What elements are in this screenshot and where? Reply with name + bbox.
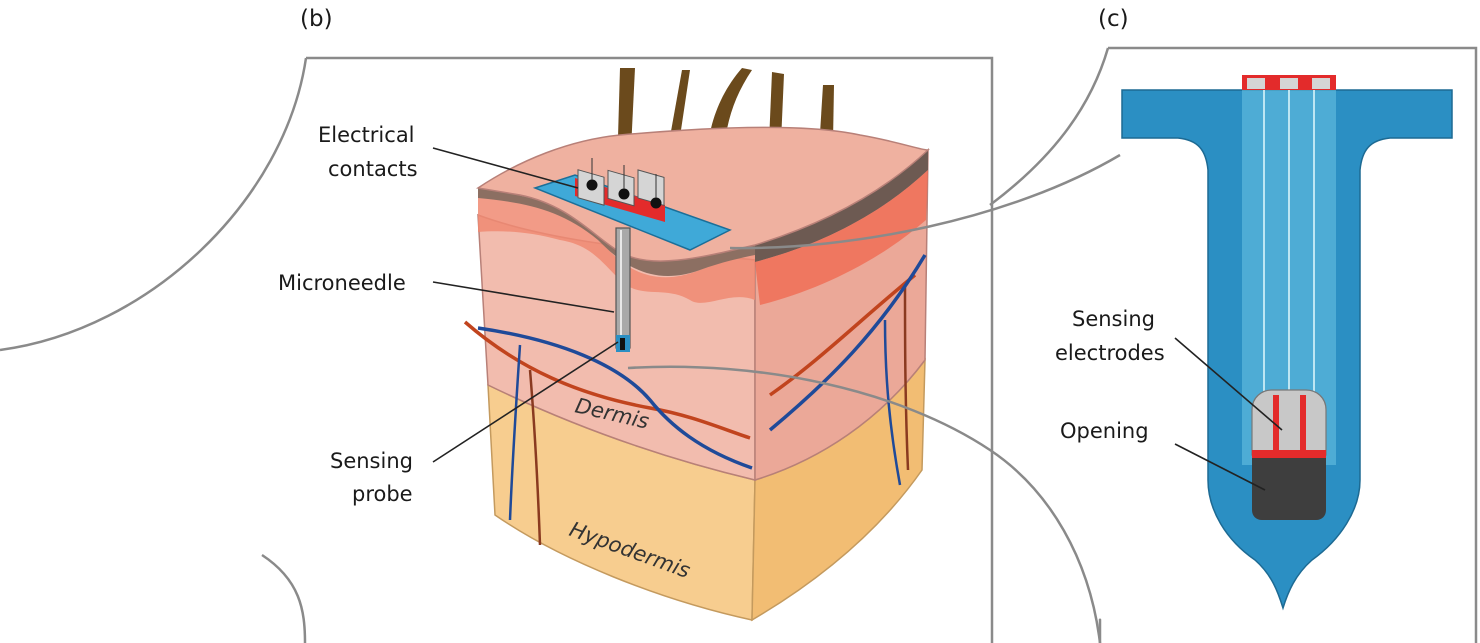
- vein-side-branch: [883, 319, 902, 486]
- sensing-electrode-red-2: [1300, 395, 1306, 450]
- sensing-electrode-red-base: [1252, 450, 1326, 458]
- contact-dot-1: [586, 179, 598, 191]
- panel-b-tag: (b): [300, 6, 333, 32]
- epidermis-side-red: [755, 170, 928, 305]
- label-probe: probe: [352, 482, 413, 506]
- panel-b-frame: [0, 56, 994, 643]
- artery-side: [768, 273, 917, 397]
- leader-microneedle: [432, 281, 615, 313]
- top-contact-pad-1: [1247, 78, 1265, 89]
- label-microneedle: Microneedle: [278, 271, 406, 295]
- vein-front-branch: [508, 344, 522, 521]
- epidermis-front-layer: [478, 190, 755, 303]
- sensing-probe-electrode: [620, 338, 625, 350]
- vein-side: [768, 254, 927, 432]
- epidermis-side-band: [755, 150, 928, 262]
- leader-electrical-contacts: [432, 147, 579, 189]
- sensing-electrode-red-1: [1273, 395, 1279, 450]
- panel-b: (b): [0, 6, 1121, 643]
- artery-front: [463, 320, 751, 440]
- vein-front: [477, 326, 753, 470]
- artery-front-branch: [528, 369, 542, 546]
- panel-c-tag: (c): [1098, 6, 1129, 32]
- zoom-callout-lines: [627, 153, 1121, 643]
- contact-dot-3: [650, 197, 662, 209]
- label-electrodes: electrodes: [1055, 341, 1165, 365]
- leader-sensing-probe: [432, 341, 619, 463]
- hair-2: [668, 70, 690, 150]
- label-opening: Opening: [1060, 419, 1149, 443]
- zoom-line-lower: [627, 365, 1102, 643]
- label-contacts: contacts: [328, 157, 418, 181]
- microneedle-shaft: [615, 227, 631, 349]
- skin-block: [463, 126, 930, 622]
- opening: [1252, 458, 1326, 520]
- panel-c: (c) Sensing electrodes Opening: [989, 6, 1478, 643]
- sensing-electrode-housing: [1251, 389, 1327, 456]
- artery-side-branch: [903, 284, 910, 471]
- panel-c-frame: [989, 46, 1478, 643]
- leader-opening: [1174, 443, 1266, 491]
- leader-sensing-electrodes: [1174, 337, 1283, 431]
- leader-lines-c: [1174, 337, 1283, 491]
- label-sensing-c: Sensing: [1072, 307, 1155, 331]
- top-contact-pad-3: [1312, 78, 1330, 89]
- zoom-line-upper: [729, 153, 1121, 250]
- contact-dot-2: [618, 188, 630, 200]
- top-contact-pad-2: [1280, 78, 1298, 89]
- epidermis-dark-line: [478, 188, 755, 277]
- label-electrical: Electrical: [318, 123, 415, 147]
- microneedle-device: [532, 158, 732, 352]
- leader-lines-b: [432, 147, 619, 463]
- label-sensing: Sensing: [330, 449, 413, 473]
